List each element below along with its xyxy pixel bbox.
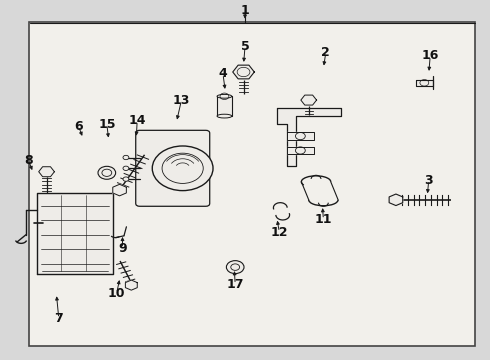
Text: 10: 10 xyxy=(108,287,125,300)
Polygon shape xyxy=(217,96,232,116)
Ellipse shape xyxy=(217,114,232,118)
Text: 9: 9 xyxy=(118,242,127,255)
Polygon shape xyxy=(287,147,314,154)
Text: 11: 11 xyxy=(315,213,332,226)
Text: 8: 8 xyxy=(24,154,33,167)
Text: 7: 7 xyxy=(54,312,63,325)
Text: 2: 2 xyxy=(321,46,330,59)
Text: 5: 5 xyxy=(241,40,249,53)
Circle shape xyxy=(226,261,244,274)
Circle shape xyxy=(98,166,116,179)
Text: 12: 12 xyxy=(270,226,288,239)
Text: 17: 17 xyxy=(226,278,244,291)
Circle shape xyxy=(102,169,112,176)
Polygon shape xyxy=(113,184,126,196)
Polygon shape xyxy=(277,108,341,166)
Polygon shape xyxy=(301,95,317,105)
Text: 1: 1 xyxy=(241,4,249,17)
Circle shape xyxy=(123,166,129,171)
Circle shape xyxy=(123,177,129,181)
Polygon shape xyxy=(287,132,314,140)
Circle shape xyxy=(162,153,203,184)
Polygon shape xyxy=(37,193,113,274)
Text: 13: 13 xyxy=(172,94,190,107)
Ellipse shape xyxy=(217,94,232,98)
Polygon shape xyxy=(389,194,403,206)
Polygon shape xyxy=(125,280,137,290)
Text: 4: 4 xyxy=(219,67,227,80)
Circle shape xyxy=(123,156,129,160)
Text: 3: 3 xyxy=(424,174,433,186)
Text: 15: 15 xyxy=(98,118,116,131)
Polygon shape xyxy=(39,167,54,177)
Text: 16: 16 xyxy=(421,49,439,62)
Text: 6: 6 xyxy=(74,120,83,132)
Text: 14: 14 xyxy=(128,114,146,127)
FancyBboxPatch shape xyxy=(136,130,210,206)
Polygon shape xyxy=(233,65,254,79)
Polygon shape xyxy=(416,80,433,86)
Circle shape xyxy=(152,146,213,191)
